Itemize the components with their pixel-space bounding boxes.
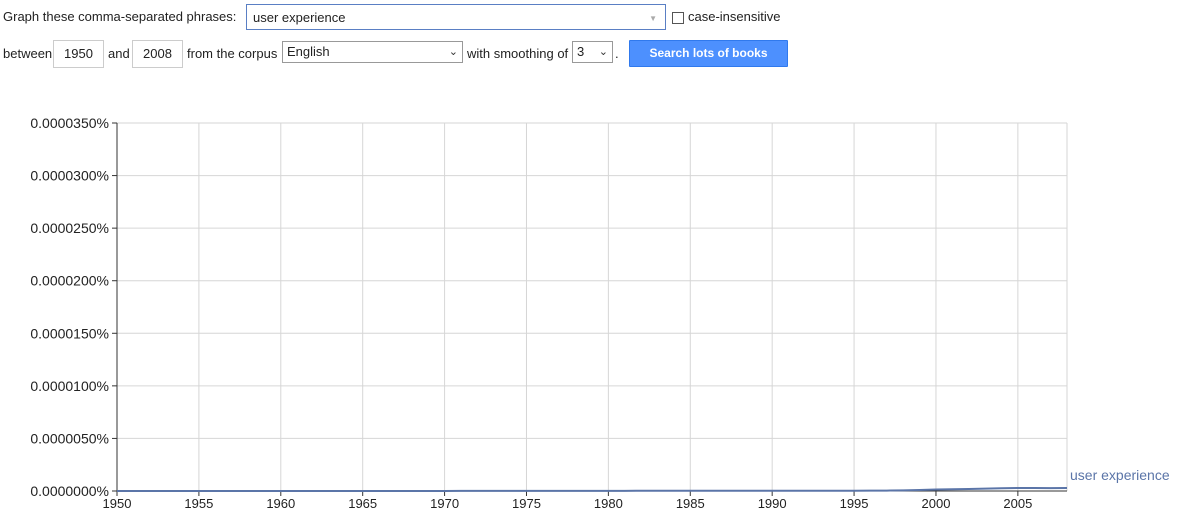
series-line[interactable] [117,486,1068,492]
corpus-select[interactable]: English ⌄ [282,41,463,63]
x-tick-label: 1995 [840,496,869,511]
x-tick-label: 1970 [430,496,459,511]
start-year-input[interactable]: 1950 [53,40,104,68]
x-tick-label: 1955 [184,496,213,511]
smoothing-select[interactable]: 3 ⌄ [572,41,613,63]
corpus-select-value: English [287,44,330,59]
case-insensitive-checkbox[interactable] [672,12,684,24]
y-tick-label: 0.0000300% [30,168,109,184]
and-label: and [108,46,130,61]
y-tick-label: 0.0000000% [30,483,109,499]
options-row: between 1950 and 2008 from the corpus En… [0,40,1180,70]
y-tick-label: 0.0000050% [30,430,109,446]
chevron-down-icon: ⌄ [598,46,608,58]
y-tick-label: 0.0000100% [30,378,109,394]
y-tick-label: 0.0000200% [30,273,109,289]
series-layer: user experience [117,467,1170,492]
x-tick-label: 1985 [676,496,705,511]
x-tick-label: 1960 [266,496,295,511]
end-year-input[interactable]: 2008 [132,40,183,68]
x-tick-label: 1965 [348,496,377,511]
chart-axes: 0.0000000% 0.0000050% 0.0000100% 0.0000150%… [30,115,1067,511]
query-row: Graph these comma-separated phrases: ▼ c… [0,2,1180,32]
grid-lines [117,122,1068,491]
phrase-label: Graph these comma-separated phrases: [3,9,237,24]
x-tick-label: 1950 [103,496,132,511]
between-label: between [3,46,53,61]
x-tick-label: 2000 [922,496,951,511]
y-tick-label: 0.0000350% [30,115,109,131]
phrase-input-wrapper[interactable]: ▼ [246,4,666,30]
case-insensitive-label[interactable]: case-insensitive [688,9,781,24]
search-button[interactable]: Search lots of books [629,40,788,67]
corpus-label: from the corpus [187,46,278,61]
chevron-down-icon: ⌄ [448,46,458,58]
period-label: . [615,46,619,61]
x-tick-label: 1975 [512,496,541,511]
x-tick-label: 2005 [1003,496,1032,511]
smoothing-select-value: 3 [577,44,585,59]
y-tick-label: 0.0000150% [30,325,109,341]
dropdown-arrow-icon[interactable]: ▼ [649,14,657,23]
smoothing-label: with smoothing of [467,46,569,61]
x-tick-label: 1980 [594,496,623,511]
x-tick-label: 1990 [758,496,787,511]
series-label[interactable]: user experience [1070,467,1170,483]
y-tick-label: 0.0000250% [30,220,109,236]
phrase-input[interactable] [253,8,633,26]
